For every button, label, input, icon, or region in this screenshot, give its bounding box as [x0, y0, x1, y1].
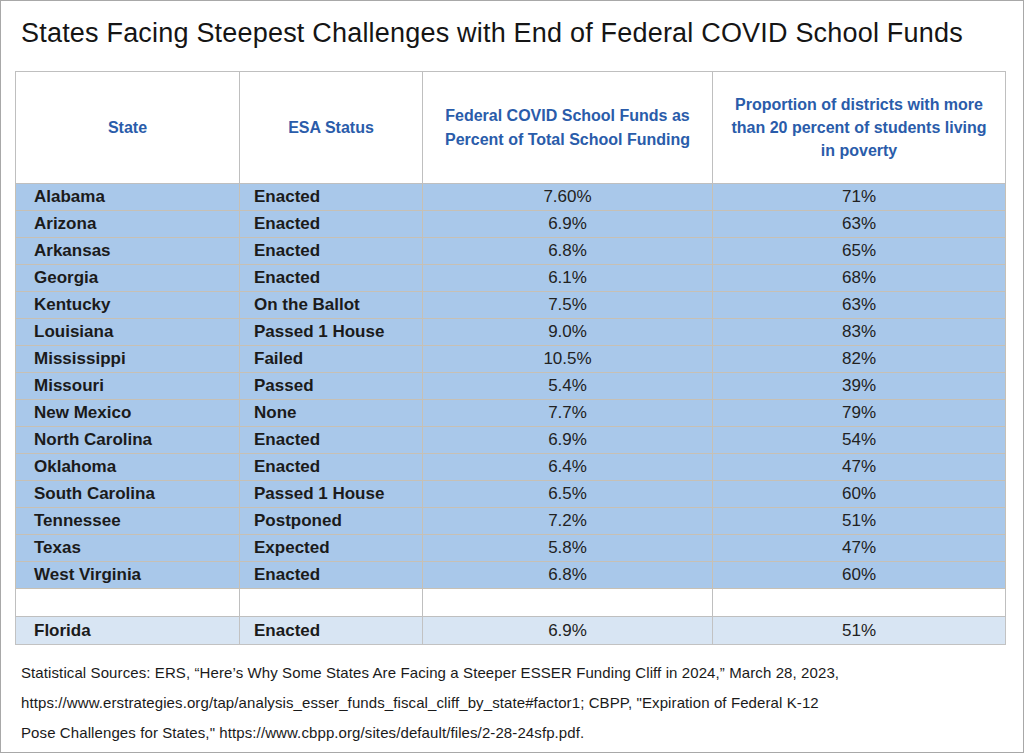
cell-funds-percent: 6.9% — [423, 427, 713, 454]
table-row: LouisianaPassed 1 House9.0%83% — [16, 319, 1006, 346]
states-table: State ESA Status Federal COVID School Fu… — [15, 71, 1006, 645]
cell-funds-percent: 6.4% — [423, 454, 713, 481]
cell-funds-percent: 6.5% — [423, 481, 713, 508]
cell-esa-status — [240, 589, 423, 617]
table-row: North CarolinaEnacted6.9%54% — [16, 427, 1006, 454]
cell-esa-status: Postponed — [240, 508, 423, 535]
table-row: West VirginiaEnacted6.8%60% — [16, 562, 1006, 589]
table-row: OklahomaEnacted6.4%47% — [16, 454, 1006, 481]
cell-esa-status: Passed 1 House — [240, 481, 423, 508]
cell-funds-percent: 6.8% — [423, 562, 713, 589]
table-row: MississippiFailed10.5%82% — [16, 346, 1006, 373]
cell-poverty-percent: 82% — [713, 346, 1006, 373]
cell-esa-status: Enacted — [240, 427, 423, 454]
source-line-1: Statistical Sources: ERS, “Here’s Why So… — [21, 658, 1011, 688]
cell-state: Florida — [16, 617, 240, 645]
cell-poverty-percent: 60% — [713, 481, 1006, 508]
cell-esa-status: Enacted — [240, 617, 423, 645]
cell-poverty-percent: 68% — [713, 265, 1006, 292]
col-header-funds-percent: Federal COVID School Funds as Percent of… — [423, 72, 713, 184]
cell-esa-status: On the Ballot — [240, 292, 423, 319]
table-row: TexasExpected5.8%47% — [16, 535, 1006, 562]
cell-funds-percent: 6.8% — [423, 238, 713, 265]
table-row-florida: FloridaEnacted6.9%51% — [16, 617, 1006, 645]
cell-esa-status: None — [240, 400, 423, 427]
cell-esa-status: Failed — [240, 346, 423, 373]
cell-poverty-percent: 83% — [713, 319, 1006, 346]
col-header-poverty-proportion: Proportion of districts with more than 2… — [713, 72, 1006, 184]
cell-funds-percent: 7.60% — [423, 184, 713, 211]
table-row: AlabamaEnacted7.60%71% — [16, 184, 1006, 211]
cell-funds-percent: 6.1% — [423, 265, 713, 292]
cell-poverty-percent: 65% — [713, 238, 1006, 265]
cell-esa-status: Enacted — [240, 562, 423, 589]
table-row: TennesseePostponed7.2%51% — [16, 508, 1006, 535]
cell-state: Alabama — [16, 184, 240, 211]
source-note: Statistical Sources: ERS, “Here’s Why So… — [21, 658, 1011, 748]
cell-funds-percent: 7.5% — [423, 292, 713, 319]
cell-poverty-percent: 47% — [713, 535, 1006, 562]
table-row: ArkansasEnacted6.8%65% — [16, 238, 1006, 265]
cell-state: Mississippi — [16, 346, 240, 373]
cell-esa-status: Enacted — [240, 211, 423, 238]
source-line-3: Pose Challenges for States," https://www… — [21, 718, 1011, 748]
cell-funds-percent: 6.9% — [423, 617, 713, 645]
header-row: State ESA Status Federal COVID School Fu… — [16, 72, 1006, 184]
table-row: KentuckyOn the Ballot7.5%63% — [16, 292, 1006, 319]
table-row: MissouriPassed5.4%39% — [16, 373, 1006, 400]
cell-funds-percent: 5.8% — [423, 535, 713, 562]
cell-poverty-percent: 79% — [713, 400, 1006, 427]
cell-funds-percent — [423, 589, 713, 617]
table-row: ArizonaEnacted6.9%63% — [16, 211, 1006, 238]
cell-state: Georgia — [16, 265, 240, 292]
cell-state: West Virginia — [16, 562, 240, 589]
cell-esa-status: Enacted — [240, 454, 423, 481]
spacer-row — [16, 589, 1006, 617]
cell-state: Arizona — [16, 211, 240, 238]
cell-funds-percent: 7.7% — [423, 400, 713, 427]
cell-state: New Mexico — [16, 400, 240, 427]
cell-state: Louisiana — [16, 319, 240, 346]
cell-poverty-percent — [713, 589, 1006, 617]
cell-state: Tennessee — [16, 508, 240, 535]
cell-esa-status: Passed — [240, 373, 423, 400]
col-header-esa-status: ESA Status — [240, 72, 423, 184]
cell-state: Texas — [16, 535, 240, 562]
source-line-2: https://www.erstrategies.org/tap/analysi… — [21, 688, 1011, 718]
cell-poverty-percent: 39% — [713, 373, 1006, 400]
cell-esa-status: Enacted — [240, 265, 423, 292]
table-row: GeorgiaEnacted6.1%68% — [16, 265, 1006, 292]
cell-esa-status: Enacted — [240, 184, 423, 211]
page-title: States Facing Steepest Challenges with E… — [21, 18, 1011, 49]
table-row: South CarolinaPassed 1 House6.5%60% — [16, 481, 1006, 508]
table-row: New MexicoNone7.7%79% — [16, 400, 1006, 427]
cell-funds-percent: 5.4% — [423, 373, 713, 400]
cell-state: North Carolina — [16, 427, 240, 454]
cell-poverty-percent: 51% — [713, 617, 1006, 645]
cell-state — [16, 589, 240, 617]
cell-poverty-percent: 63% — [713, 211, 1006, 238]
cell-poverty-percent: 54% — [713, 427, 1006, 454]
cell-esa-status: Passed 1 House — [240, 319, 423, 346]
cell-poverty-percent: 63% — [713, 292, 1006, 319]
cell-esa-status: Enacted — [240, 238, 423, 265]
cell-state: Oklahoma — [16, 454, 240, 481]
cell-state: Kentucky — [16, 292, 240, 319]
cell-state: Missouri — [16, 373, 240, 400]
col-header-state: State — [16, 72, 240, 184]
cell-poverty-percent: 71% — [713, 184, 1006, 211]
cell-poverty-percent: 60% — [713, 562, 1006, 589]
cell-esa-status: Expected — [240, 535, 423, 562]
slide-page: States Facing Steepest Challenges with E… — [0, 0, 1024, 753]
cell-poverty-percent: 47% — [713, 454, 1006, 481]
cell-funds-percent: 9.0% — [423, 319, 713, 346]
cell-state: Arkansas — [16, 238, 240, 265]
cell-funds-percent: 7.2% — [423, 508, 713, 535]
table-body: AlabamaEnacted7.60%71%ArizonaEnacted6.9%… — [16, 184, 1006, 645]
cell-poverty-percent: 51% — [713, 508, 1006, 535]
cell-funds-percent: 10.5% — [423, 346, 713, 373]
cell-state: South Carolina — [16, 481, 240, 508]
states-table-container: State ESA Status Federal COVID School Fu… — [15, 71, 1005, 645]
cell-funds-percent: 6.9% — [423, 211, 713, 238]
